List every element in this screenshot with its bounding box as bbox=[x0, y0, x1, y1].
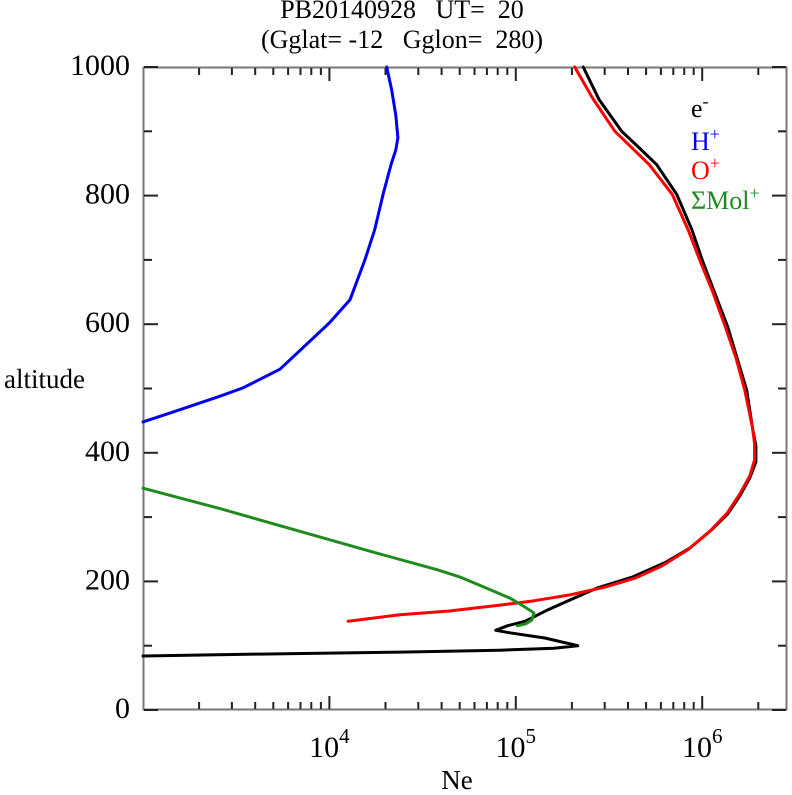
y-tick-label-200: 200 bbox=[85, 563, 130, 596]
x-axis-label: Ne bbox=[441, 765, 472, 795]
y-axis-label: altitude bbox=[4, 364, 85, 394]
legend-item-o-plus: O+ bbox=[691, 153, 720, 185]
axis-tick-labels: 0 200 400 600 800 1000 104 105 106 bbox=[70, 49, 722, 764]
legend-item-h-plus: H+ bbox=[691, 124, 720, 156]
plot-frame bbox=[142, 66, 788, 711]
y-tick-label-800: 800 bbox=[85, 178, 130, 211]
chart-title-line2: (Gglat= -12 Gglon= 280) bbox=[261, 25, 543, 54]
chart-title-line1: PB20140928 UT= 20 bbox=[280, 0, 524, 24]
series-line-mol-plus bbox=[141, 486, 536, 628]
y-tick-label-400: 400 bbox=[85, 435, 130, 468]
x-tick-label-1e5: 105 bbox=[496, 724, 537, 764]
y-tick-label-1000: 1000 bbox=[70, 49, 130, 82]
plot-border bbox=[142, 66, 788, 711]
series-line-electron bbox=[141, 65, 758, 658]
series-line-o-plus bbox=[346, 65, 757, 623]
legend-item-electron: e- bbox=[691, 91, 709, 123]
axis-ticks bbox=[144, 66, 786, 711]
legend: e-H+O+ΣMol+ bbox=[691, 91, 760, 215]
legend-item-mol-plus: ΣMol+ bbox=[691, 183, 760, 215]
x-tick-label-1e4: 104 bbox=[309, 724, 350, 764]
x-tick-label-1e6: 106 bbox=[682, 724, 723, 764]
data-series bbox=[141, 65, 758, 658]
series-line-h-plus bbox=[141, 65, 400, 424]
y-tick-label-600: 600 bbox=[85, 306, 130, 339]
y-tick-label-0: 0 bbox=[115, 692, 130, 725]
